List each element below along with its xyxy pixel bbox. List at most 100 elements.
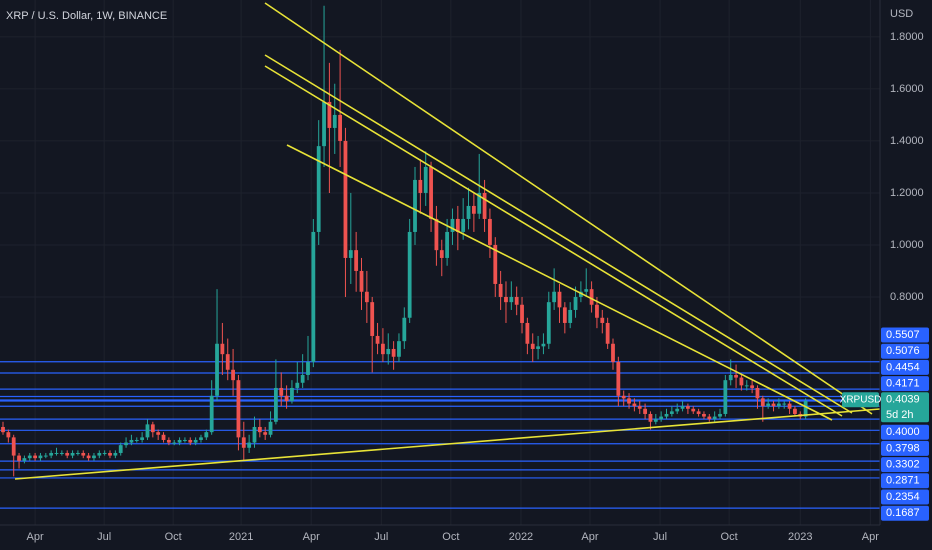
x-tick-label: 2023 — [788, 531, 812, 543]
candle-body — [648, 413, 653, 422]
candle-body — [445, 231, 450, 258]
candle-body — [343, 140, 348, 258]
y-tick-label: 1.6000 — [890, 83, 924, 95]
candle-body — [750, 385, 755, 388]
candle-body — [637, 406, 642, 409]
candle-body — [413, 179, 417, 232]
candle-body — [664, 413, 669, 417]
candle-body — [482, 192, 487, 219]
candle-body — [621, 395, 626, 399]
candle-body — [760, 398, 765, 407]
price-label-box — [881, 473, 929, 489]
candle-body — [27, 455, 32, 459]
candle-body — [536, 346, 540, 349]
candle-body — [268, 421, 273, 435]
candle-body — [332, 114, 337, 128]
price-label-box — [881, 327, 929, 343]
candle-body — [552, 291, 557, 303]
candle-body — [488, 218, 492, 245]
candle-body — [322, 101, 326, 147]
candle-body — [616, 361, 621, 396]
price-label-box — [881, 376, 929, 392]
candle-body — [589, 289, 594, 305]
candle-body — [669, 411, 674, 414]
price-label: 0.2354 — [886, 491, 920, 503]
y-tick-label: 1.2000 — [890, 187, 924, 199]
candle-body — [1, 426, 5, 433]
x-tick-label: Jul — [97, 531, 111, 543]
candle-body — [600, 317, 605, 323]
x-tick-label: 2021 — [229, 531, 253, 543]
candle-body — [466, 205, 471, 219]
candle-body — [498, 283, 503, 297]
candle-body — [584, 289, 589, 292]
candle-body — [557, 291, 562, 308]
x-tick-label: Jul — [653, 531, 667, 543]
candle-body — [290, 387, 294, 401]
candle-body — [257, 426, 262, 433]
candle-body — [172, 442, 177, 444]
candle-body — [166, 439, 171, 443]
candle-body — [236, 380, 241, 438]
candle-body — [375, 335, 380, 344]
candle-body — [124, 442, 128, 446]
candle-body — [653, 419, 658, 422]
candle-body — [370, 302, 375, 336]
candle-body — [509, 296, 514, 303]
candle-body — [702, 413, 706, 417]
candle-body — [284, 395, 289, 401]
candle-body — [461, 218, 466, 232]
candle-body — [718, 413, 722, 417]
candle-body — [423, 166, 428, 193]
candle-body — [118, 445, 123, 453]
candle-body — [471, 205, 476, 214]
candle-body — [199, 437, 203, 440]
candle-body — [686, 406, 690, 409]
candle-body — [643, 408, 647, 414]
candle-body — [771, 403, 776, 407]
x-tick-label: Oct — [721, 531, 738, 543]
candle-body — [712, 416, 717, 420]
candle-body — [595, 304, 599, 318]
trendline — [264, 2, 873, 415]
candle-body — [348, 250, 353, 258]
candle-body — [723, 380, 728, 414]
candle-body — [450, 218, 455, 232]
candle-body — [364, 291, 369, 303]
candle-body — [247, 442, 252, 448]
candle-body — [54, 452, 59, 454]
candle-body — [49, 452, 54, 456]
candle-body — [578, 291, 583, 297]
chart-title: XRP / U.S. Dollar, 1W, BINANCE — [6, 10, 167, 22]
candle-body — [70, 452, 75, 456]
y-tick-label: 1.8000 — [890, 31, 924, 43]
price-label-box — [881, 457, 929, 473]
price-label: 0.4171 — [886, 378, 920, 390]
countdown-label: 5d 2h — [886, 409, 914, 421]
candle-body — [161, 434, 166, 440]
price-label: 0.5076 — [886, 345, 920, 357]
candle-body — [231, 369, 235, 381]
candle-body — [803, 400, 808, 417]
x-tick-label: Oct — [442, 531, 459, 543]
candle-body — [691, 408, 696, 412]
candle-body — [263, 432, 268, 435]
candle-body — [739, 377, 744, 386]
y-tick-label: 1.4000 — [890, 135, 924, 147]
candle-body — [338, 114, 342, 141]
candle-body — [86, 455, 91, 459]
candle-body — [59, 452, 64, 454]
candle-body — [632, 403, 637, 407]
price-label-box — [881, 359, 929, 375]
candle-body — [407, 231, 412, 318]
candle-body — [102, 452, 107, 454]
candle-body — [145, 424, 150, 438]
price-label-box — [881, 343, 929, 359]
candle-body — [397, 341, 401, 357]
y-axis-label: USD — [890, 8, 913, 20]
candle-body — [6, 432, 11, 438]
trendline — [286, 144, 833, 421]
candle-body — [150, 424, 155, 433]
